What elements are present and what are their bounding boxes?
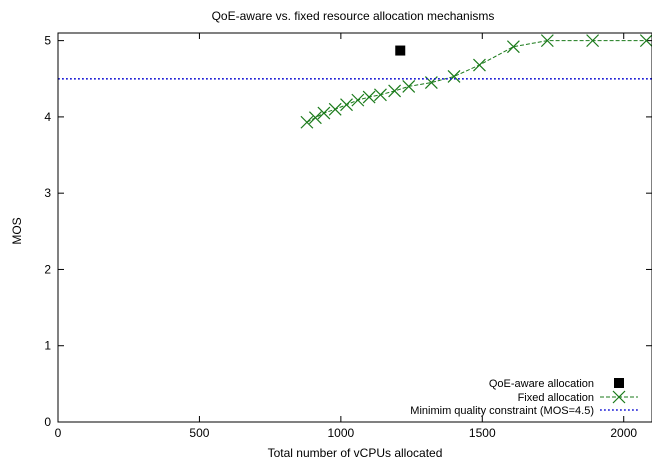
legend-label: QoE-aware allocation: [489, 378, 594, 390]
fixed-allocation-point: [402, 79, 416, 93]
y-tick-label: 1: [44, 339, 51, 353]
legend-symbol-fixed-marker: [612, 390, 626, 404]
fixed-allocation-point: [351, 93, 365, 107]
fixed-allocation-point: [374, 88, 387, 102]
fixed-allocation-point: [328, 102, 342, 116]
fixed-allocation-point: [473, 58, 486, 72]
chart-title: QoE-aware vs. fixed resource allocation …: [212, 9, 495, 23]
y-tick-label: 4: [44, 110, 51, 124]
x-tick-label: 1000: [328, 426, 355, 440]
fixed-allocation-point: [362, 90, 376, 104]
fixed-allocation-point: [586, 34, 600, 48]
y-tick-label: 5: [44, 34, 51, 48]
fixed-allocation-point: [447, 70, 461, 83]
qoe-aware-point: [395, 45, 406, 56]
x-tick-label: 500: [189, 426, 209, 440]
y-axis-label: MOS: [10, 217, 24, 244]
legend: QoE-aware allocation Fixed allocationMini…: [410, 378, 638, 417]
fixed-allocation-point: [540, 34, 554, 48]
x-axis-label: Total number of vCPUs allocated: [268, 446, 443, 460]
fixed-allocation-point: [300, 115, 314, 129]
fixed-allocation-point: [317, 106, 331, 120]
x-tick-label: 0: [55, 426, 62, 440]
y-tick-label: 2: [44, 262, 51, 276]
x-tick-label: 1500: [469, 426, 496, 440]
y-tick-label: 3: [44, 186, 51, 200]
legend-label: Fixed allocation: [518, 392, 594, 404]
x-tick-label: 2000: [610, 426, 637, 440]
legend-symbol-qoe-aware: [614, 378, 624, 388]
fixed-allocation-line: [306, 40, 647, 123]
fixed-allocation-point: [506, 40, 520, 54]
fixed-allocation-point: [308, 111, 322, 125]
fixed-allocation-point: [340, 98, 353, 112]
plot-area-frame: [57, 32, 652, 423]
y-tick-label: 0: [44, 415, 51, 429]
legend-label: Minimim quality constraint (MOS=4.5): [410, 405, 594, 417]
fixed-allocation-point: [388, 84, 402, 98]
fixed-allocation-point: [639, 34, 652, 48]
